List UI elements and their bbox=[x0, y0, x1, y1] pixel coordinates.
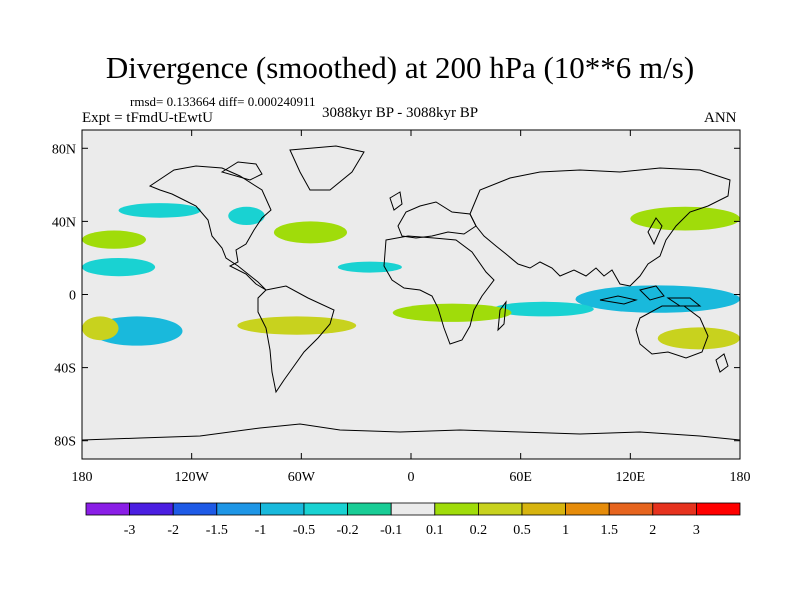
colorbar-level-label: 0.1 bbox=[426, 523, 444, 538]
colorbar-box-6 bbox=[347, 502, 392, 516]
field-region-1 bbox=[82, 257, 156, 277]
colorbar-level-label: 1.5 bbox=[600, 523, 618, 538]
field-region-10 bbox=[82, 230, 146, 249]
colorbar-box-9 bbox=[477, 502, 523, 516]
field-region-5 bbox=[337, 261, 402, 273]
y-tick-label: 80S bbox=[54, 435, 76, 450]
colorbar-level-label: -2 bbox=[167, 523, 179, 538]
colorbar-box-11 bbox=[565, 502, 610, 516]
colorbar-level-label: -1 bbox=[255, 523, 267, 538]
x-tick-label: 120E bbox=[616, 470, 646, 485]
colorbar-level-label: -1.5 bbox=[206, 523, 228, 538]
colorbar-box-3 bbox=[216, 502, 261, 516]
field-region-3 bbox=[228, 206, 265, 226]
y-tick-label: 80N bbox=[52, 142, 76, 157]
x-tick-label: 60W bbox=[288, 470, 316, 485]
field-region-11 bbox=[273, 221, 348, 244]
colorbar-box-12 bbox=[608, 502, 654, 516]
colorbar-box-2 bbox=[172, 502, 218, 516]
colorbar-box-7 bbox=[390, 502, 436, 516]
colorbar-box-14 bbox=[696, 502, 741, 516]
x-tick-label: 180 bbox=[72, 470, 93, 485]
colorbar-box-4 bbox=[259, 502, 305, 516]
field-region-13 bbox=[630, 206, 740, 231]
x-tick-label: 0 bbox=[408, 470, 415, 485]
field-region-8 bbox=[82, 316, 119, 341]
colorbar-level-label: 0.5 bbox=[513, 523, 531, 538]
colorbar-box-8 bbox=[434, 502, 479, 516]
season-label: ANN bbox=[704, 110, 737, 126]
x-tick-label: 180 bbox=[730, 470, 751, 485]
colorbar-level-label: 3 bbox=[693, 523, 700, 538]
colorbar-box-0 bbox=[85, 502, 130, 516]
colorbar-level-label: -3 bbox=[124, 523, 136, 538]
colorbar-box-10 bbox=[521, 502, 566, 516]
divergence-fields bbox=[82, 203, 740, 350]
field-region-9 bbox=[237, 316, 357, 335]
colorbar-level-label: 2 bbox=[649, 523, 656, 538]
chart-title: Divergence (smoothed) at 200 hPa (10**6 … bbox=[105, 50, 695, 85]
x-tick-label: 120W bbox=[175, 470, 210, 485]
colorbar-box-5 bbox=[303, 502, 348, 516]
colorbar-level-label: -0.2 bbox=[337, 523, 359, 538]
x-tick-label: 60E bbox=[509, 470, 532, 485]
y-tick-label: 40S bbox=[54, 362, 76, 377]
colorbar-level-label: -0.5 bbox=[293, 523, 315, 538]
field-region-14 bbox=[657, 327, 740, 350]
colorbar-box-1 bbox=[129, 502, 174, 516]
period-label: 3088kyr BP - 3088kyr BP bbox=[322, 105, 479, 121]
coastlines bbox=[82, 145, 740, 441]
field-region-7 bbox=[493, 301, 594, 317]
y-tick-label: 0 bbox=[69, 289, 76, 304]
y-tick-label: 40N bbox=[52, 215, 76, 230]
colorbar-level-label: 1 bbox=[562, 523, 569, 538]
experiment-label: Expt = tFmdU-tEwtU bbox=[82, 110, 213, 126]
stats-line: rmsd= 0.133664 diff= 0.000240911 bbox=[130, 94, 316, 109]
colorbar-box-13 bbox=[652, 502, 697, 516]
colorbar-level-label: -0.1 bbox=[380, 523, 402, 538]
axes: 180 120W 60W 0 60E 120E 180 80N 40N 0 40S 80S bbox=[52, 130, 751, 485]
field-region-2 bbox=[118, 203, 201, 218]
colorbar-level-label: 0.2 bbox=[470, 523, 488, 538]
field-region-12 bbox=[392, 303, 512, 322]
colorbar: -3 -2 -1.5 -1 -0.5 -0.2 -0.1 0.1 0.2 0.5 1 1.5 2 3 bbox=[85, 502, 741, 538]
